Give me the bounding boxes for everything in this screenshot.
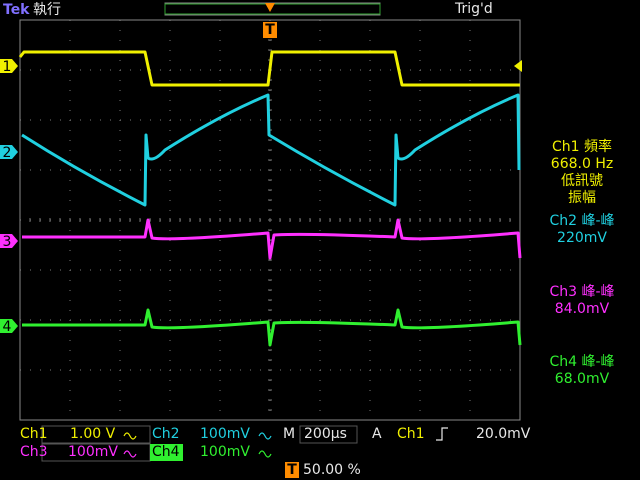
measurement: 668.0 Hz xyxy=(551,156,613,172)
run-status: 執行 xyxy=(33,2,61,18)
measurement: Ch4 峰-峰 xyxy=(549,354,614,370)
ch4-scale: 100mV xyxy=(200,444,250,460)
bandwidth-icon xyxy=(258,432,272,440)
measurement: 68.0mV xyxy=(555,371,610,387)
position-marker: T xyxy=(287,462,297,478)
trigger-position-icon xyxy=(265,3,275,12)
measurement: 振幅 xyxy=(568,190,596,206)
rising-edge-icon xyxy=(436,427,448,441)
ch1-marker-shape xyxy=(0,59,18,73)
ch4-waveform xyxy=(22,308,522,347)
ch4-label: Ch4 xyxy=(152,444,180,460)
timebase: 200µs xyxy=(304,426,347,442)
trigger-level: 20.0mV xyxy=(476,426,531,442)
position: 50.00 % xyxy=(303,462,361,478)
ch1-marker: 1 xyxy=(3,59,12,75)
trigger-source: Ch1 xyxy=(397,426,425,442)
timebase-box xyxy=(299,425,358,444)
position-marker-box xyxy=(285,462,299,478)
ch3-marker: 3 xyxy=(3,234,12,250)
ch1-waveform xyxy=(18,50,520,87)
ch2-marker-shape xyxy=(0,145,18,159)
trigger-state: Trig'd xyxy=(454,1,493,17)
measurement: 84.0mV xyxy=(555,301,610,317)
measurement: 低訊號 xyxy=(561,173,603,189)
trigger-mode: A xyxy=(372,426,382,442)
bandwidth-icon xyxy=(123,450,137,458)
bandwidth-icon xyxy=(258,450,272,458)
ch2-label: Ch2 xyxy=(152,426,180,442)
ch1-scale: 1.00 V xyxy=(70,426,116,442)
graticule-border xyxy=(19,19,521,421)
bandwidth-icon xyxy=(123,432,137,440)
brand: Tek xyxy=(3,2,30,18)
ch2-waveform xyxy=(21,93,521,207)
ch3-scale: 100mV xyxy=(68,444,118,460)
ch4-label-box xyxy=(150,444,183,461)
trigger-marker-box xyxy=(263,22,277,38)
measurement: 220mV xyxy=(557,230,607,246)
ch4-marker-shape xyxy=(0,319,18,333)
ch2-scale: 100mV xyxy=(200,426,250,442)
measurement: Ch1 頻率 xyxy=(552,138,612,155)
ch3-marker-shape xyxy=(0,234,18,248)
trigger-level-marker xyxy=(514,60,522,72)
ch2-marker: 2 xyxy=(3,145,12,161)
ch3-waveform xyxy=(22,218,522,260)
measurement: Ch3 峰-峰 xyxy=(549,284,614,300)
ch1-label: Ch1 xyxy=(20,426,48,442)
timebase-label: M xyxy=(283,426,295,442)
trigger-marker: T xyxy=(265,22,275,38)
ch4-marker: 4 xyxy=(3,319,12,335)
ch1-scale-box xyxy=(41,425,151,444)
measurement: Ch2 峰-峰 xyxy=(549,213,614,229)
ch3-label: Ch3 xyxy=(20,444,48,460)
